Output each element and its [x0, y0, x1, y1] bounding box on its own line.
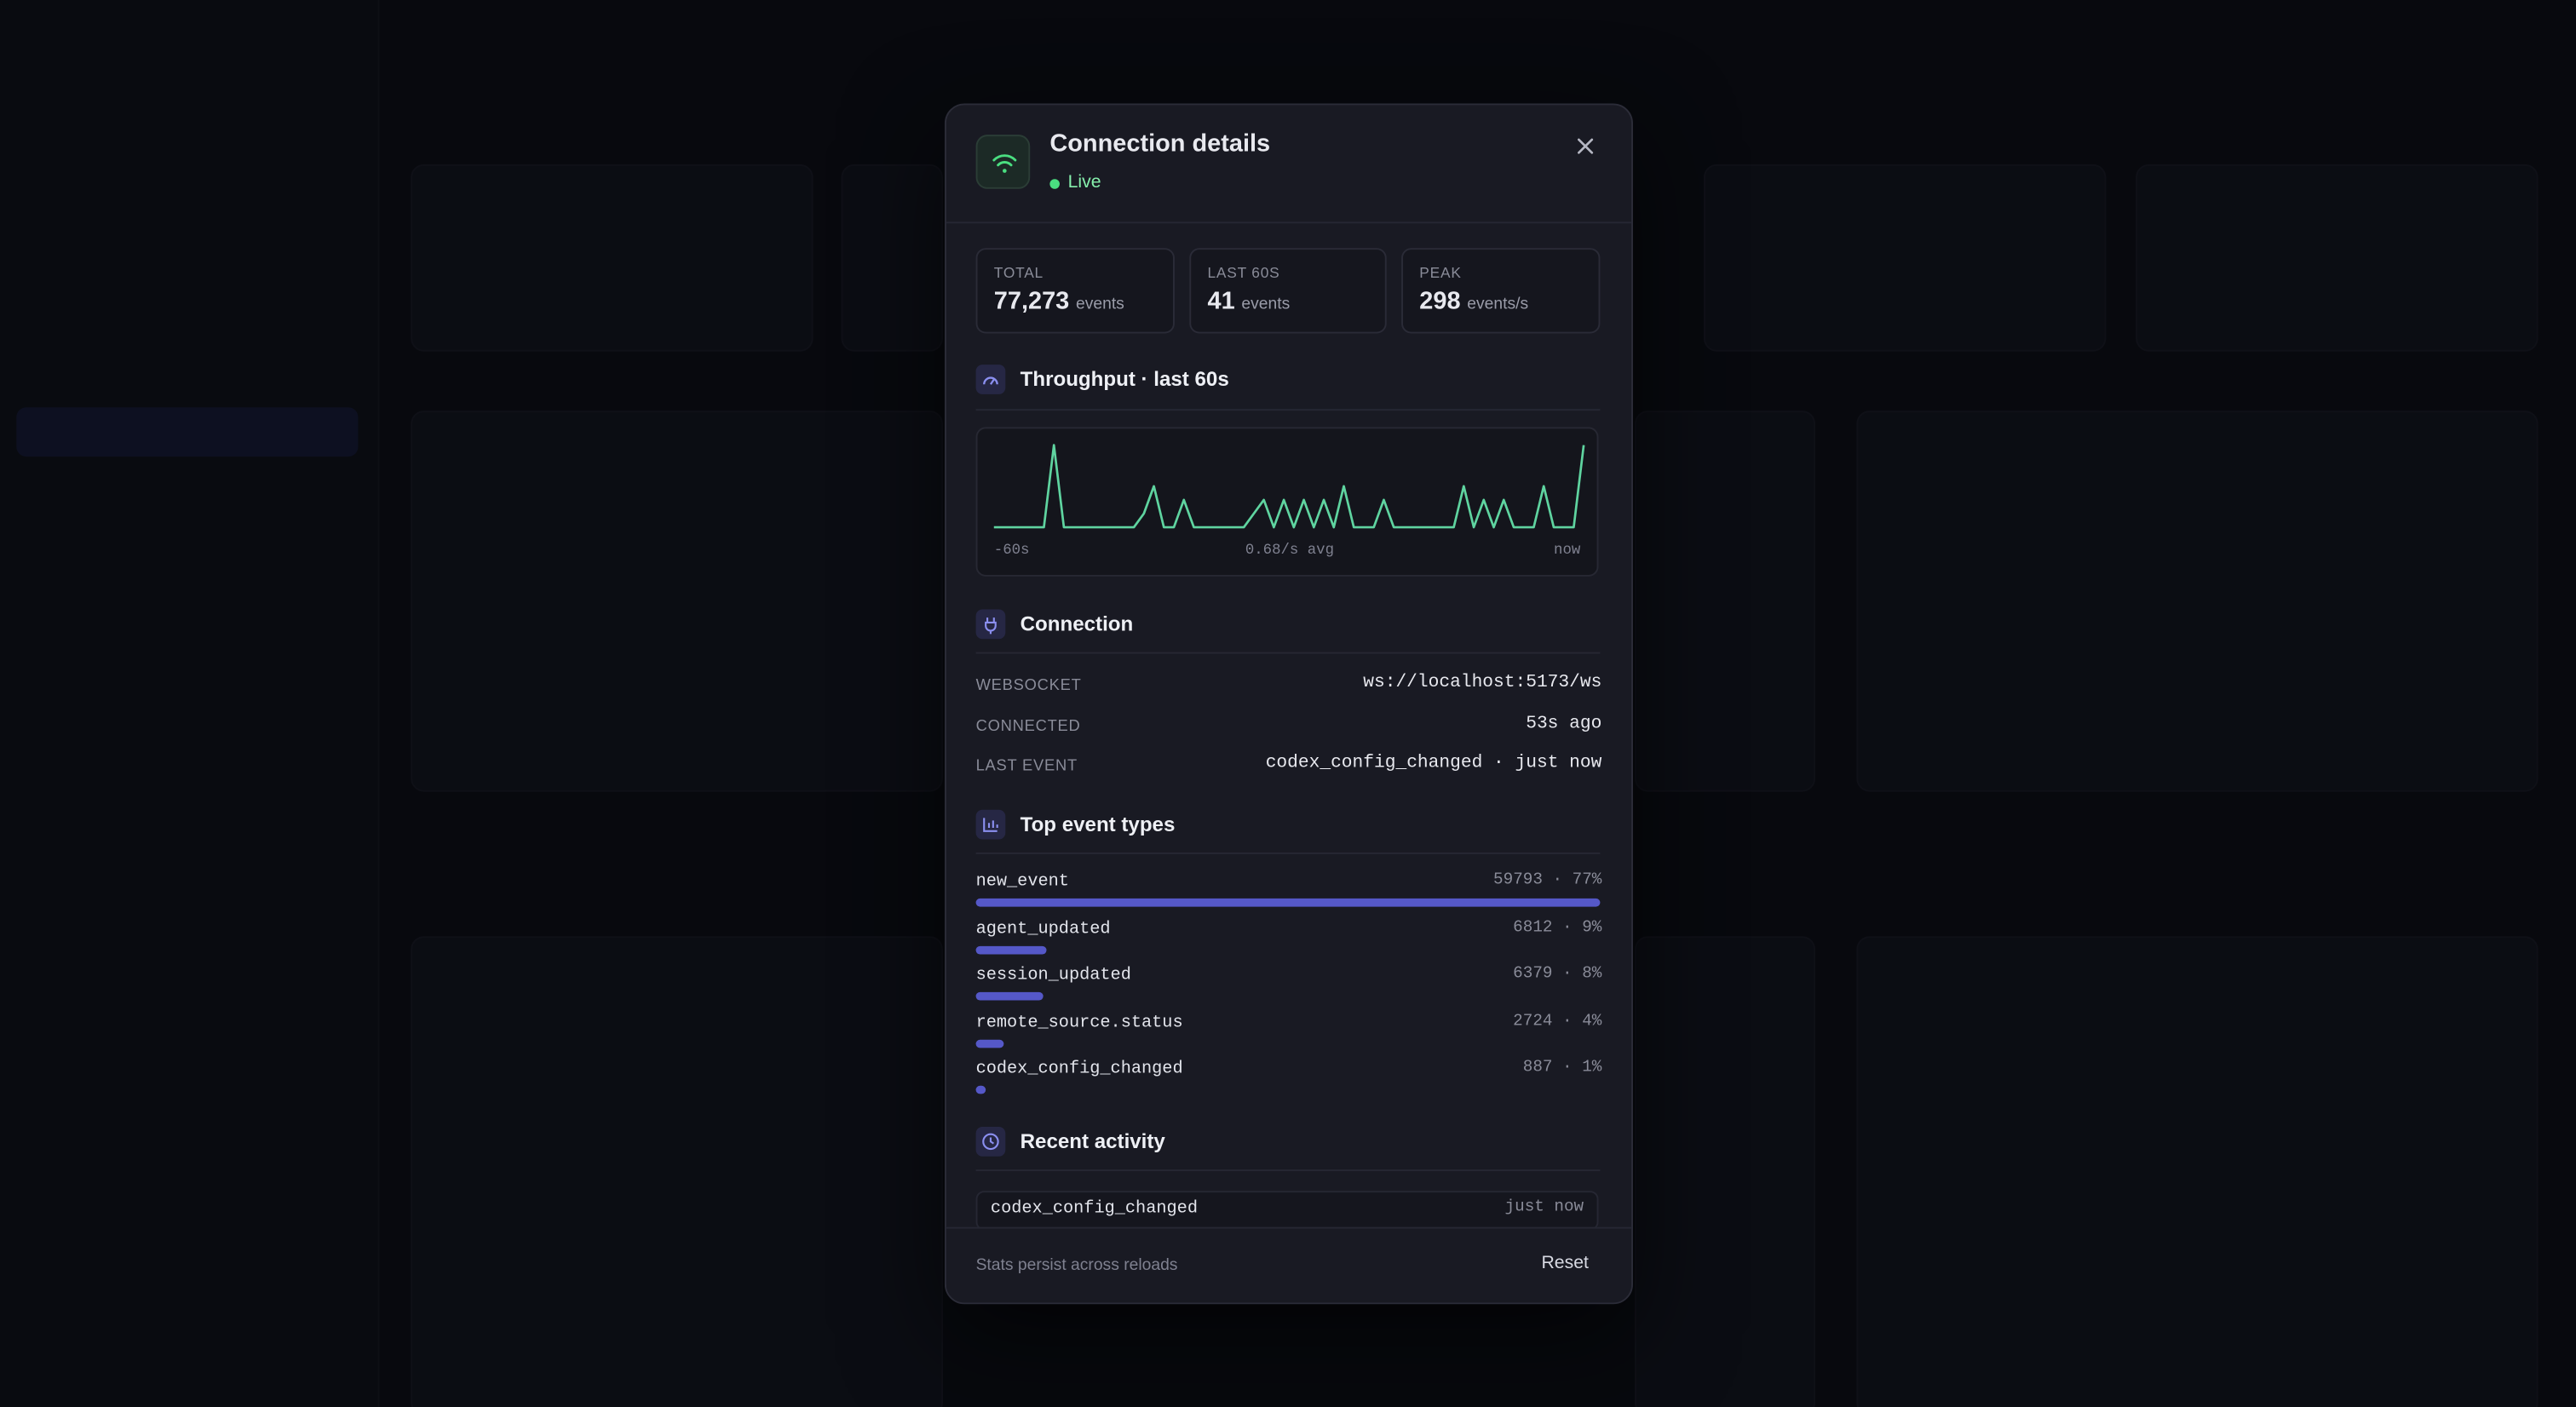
divider — [975, 652, 1601, 654]
event-bar — [975, 945, 1048, 954]
section-icon — [975, 809, 1006, 840]
sidebar-active — [16, 407, 359, 457]
event-bar — [975, 1085, 986, 1094]
footer-note: Stats persist across reloads — [975, 1256, 1178, 1275]
stat-value: 77,273 — [993, 287, 1070, 316]
track — [976, 945, 1601, 954]
section-title: Recent activity — [1020, 1129, 1165, 1153]
divider — [975, 1169, 1601, 1172]
stat-value: 298 — [1419, 287, 1461, 316]
footer: Stats persist across reloads Reset — [946, 1226, 1632, 1303]
status: Live — [1067, 172, 1101, 192]
track — [976, 1039, 1601, 1048]
bg-card — [411, 164, 814, 352]
event-bar — [975, 991, 1043, 1001]
stat-row: 41 events — [1207, 287, 1290, 315]
bg-card — [1856, 411, 2539, 792]
live-dot — [1049, 179, 1060, 189]
stat-label: PEAK — [1419, 264, 1462, 281]
row-value: 53s ago — [1526, 713, 1602, 734]
stat-unit: events/s — [1467, 296, 1529, 314]
stat-row: 298 events/s — [1419, 287, 1528, 315]
row-label: LAST EVENT — [975, 757, 1078, 776]
activity-name: codex_config_changed — [990, 1198, 1198, 1219]
axis-start: -60s — [993, 542, 1030, 559]
track — [976, 1086, 1601, 1094]
track — [976, 992, 1601, 1001]
stat-unit: events — [1076, 296, 1124, 314]
stat-card: PEAK 298 events/s — [1401, 248, 1601, 334]
bg-card — [1856, 936, 2539, 1407]
event-count: 59793 · 77% — [1493, 872, 1602, 891]
throughput-line — [993, 444, 1585, 529]
event-name: remote_source.status — [975, 1012, 1183, 1033]
modal: Connection details Live TOTAL 77,273 event… — [944, 103, 1633, 1305]
event-name: new_event — [975, 872, 1069, 893]
sidebar — [0, 0, 380, 1407]
event-name: session_updated — [975, 965, 1131, 986]
reset-button[interactable]: Reset — [1541, 1253, 1589, 1273]
close-button[interactable] — [1574, 135, 1597, 158]
bg-card — [841, 164, 943, 352]
event-bar — [975, 1038, 1004, 1048]
section-title: Throughput · last 60s — [1020, 367, 1229, 391]
bg-card — [411, 936, 943, 1407]
axis-end: now — [1554, 542, 1581, 559]
stat-label: LAST 60S — [1207, 264, 1280, 281]
row-value: ws://localhost:5173/ws — [1363, 673, 1602, 693]
row-value: codex_config_changed · just now — [1265, 754, 1602, 774]
bg-card — [1703, 164, 2107, 352]
event-count: 2724 · 4% — [1513, 1012, 1602, 1031]
sparkline — [993, 444, 1585, 529]
event-name: codex_config_changed — [975, 1059, 1183, 1080]
bg-card — [2136, 164, 2539, 352]
stat-label: TOTAL — [993, 264, 1044, 281]
chart-icon — [983, 818, 998, 832]
activity-item: codex_config_changed just now — [975, 1191, 1599, 1231]
header-divider — [946, 221, 1632, 224]
stat-row: 77,273 events — [994, 287, 1124, 315]
activity-time: just now — [1504, 1198, 1584, 1218]
bg-card — [1634, 411, 1816, 792]
modal-icon — [975, 135, 1031, 189]
modal-title: Connection details — [1049, 129, 1271, 158]
stat-value: 41 — [1207, 287, 1235, 316]
row-label: WEBSOCKET — [975, 676, 1082, 695]
stat-card: LAST 60S 41 events — [1189, 248, 1387, 334]
plug-icon — [985, 617, 997, 635]
section-icon — [975, 609, 1006, 640]
bg-card — [411, 411, 943, 792]
section-icon — [975, 1126, 1006, 1157]
section-title: Connection — [1020, 612, 1134, 636]
section-icon — [975, 365, 1006, 394]
sparkline-box: -60s 0.68/s avg now — [975, 427, 1599, 577]
gauge-icon — [983, 376, 998, 385]
event-name: agent_updated — [975, 919, 1111, 939]
event-count: 887 · 1% — [1522, 1059, 1602, 1078]
bg-card — [1634, 936, 1816, 1407]
wifi-icon — [992, 154, 1017, 173]
stat-card: TOTAL 77,273 events — [975, 248, 1175, 334]
event-bar — [975, 898, 1601, 907]
clock-icon — [982, 1133, 999, 1151]
event-count: 6812 · 9% — [1513, 919, 1602, 938]
divider — [975, 409, 1601, 411]
stat-unit: events — [1241, 296, 1291, 314]
divider — [975, 852, 1601, 854]
section-title: Top event types — [1020, 813, 1176, 836]
event-count: 6379 · 8% — [1513, 965, 1602, 985]
axis-avg: 0.68/s avg — [1245, 542, 1335, 559]
row-label: CONNECTED — [975, 716, 1081, 736]
